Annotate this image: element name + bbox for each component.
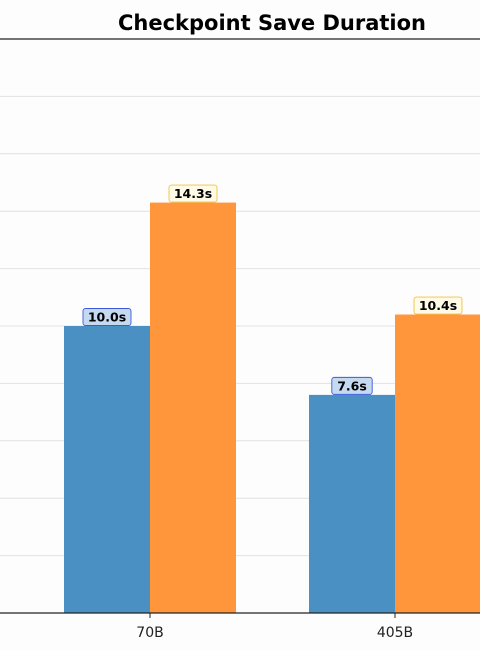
bar-70B-series-2 [150, 202, 236, 613]
bar-70B-series-1 [64, 326, 150, 613]
data-label: 7.6s [337, 378, 367, 393]
data-label: 10.4s [419, 298, 457, 313]
data-labels: 10.0s 14.3s 7.6s 10.4s [82, 184, 463, 395]
chart-title: Checkpoint Save Duration [118, 11, 426, 35]
data-label-box [168, 184, 218, 203]
data-label: 14.3s [174, 186, 212, 201]
bars [64, 202, 480, 613]
data-label: 10.0s [88, 310, 126, 325]
bar-405B-series-2 [395, 314, 480, 613]
x-tick-label: 405B [377, 625, 413, 641]
data-label-box [331, 376, 373, 395]
x-tick-label: 70B [136, 625, 163, 641]
data-label-box [82, 308, 132, 326]
data-label-box [413, 296, 463, 315]
x-ticks: 70B 405B [136, 613, 413, 641]
bar-405B-series-1 [309, 394, 395, 613]
